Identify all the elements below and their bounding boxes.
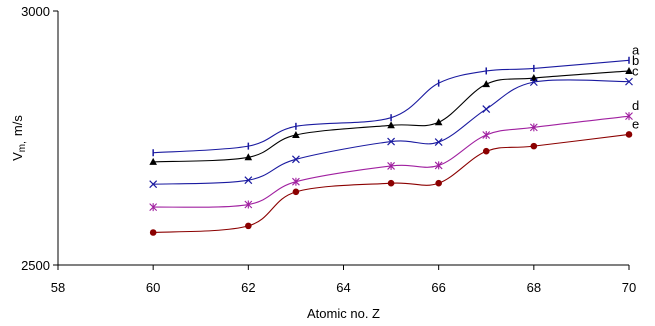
- y-axis-label-unit: m/s: [10, 115, 25, 136]
- series-layer: abc de: [149, 42, 640, 236]
- x-tick-label: 64: [336, 280, 350, 295]
- data-point: [149, 157, 157, 165]
- y-axis-label-main: V: [10, 152, 25, 161]
- data-point: [149, 203, 158, 212]
- data-point: [482, 130, 491, 139]
- series-label: b: [632, 53, 639, 68]
- data-point: [530, 142, 538, 150]
- data-point: [625, 66, 633, 74]
- data-point: [625, 112, 633, 121]
- data-point: [244, 200, 253, 209]
- data-point: [482, 105, 491, 113]
- data-point: [387, 161, 395, 170]
- data-point: [292, 177, 300, 186]
- series-a: a: [152, 42, 640, 157]
- x-tick-label: 68: [527, 280, 541, 295]
- data-point: [529, 123, 538, 132]
- series-label: d: [632, 98, 639, 113]
- axes: [57, 11, 629, 266]
- data-point: [625, 131, 633, 138]
- x-tick-label: 70: [622, 280, 636, 295]
- x-tick-label: 60: [146, 280, 160, 295]
- data-point: [387, 121, 395, 129]
- data-point: [244, 176, 253, 185]
- series-line: [153, 59, 630, 154]
- y-ticks: 2500 3000: [21, 4, 58, 273]
- data-point: [245, 222, 252, 230]
- data-point: [434, 118, 443, 126]
- y-axis-label: Vm, m/s: [10, 115, 28, 161]
- x-tick-label: 66: [431, 280, 445, 295]
- x-axis-label: Atomic no. Z: [307, 306, 380, 321]
- data-point: [482, 147, 490, 155]
- data-point: [387, 137, 396, 146]
- data-point: [244, 153, 253, 161]
- data-point: [435, 179, 442, 187]
- data-point: [149, 180, 158, 189]
- data-point: [434, 161, 443, 170]
- series-e: e: [149, 116, 639, 236]
- data-point: [530, 74, 538, 82]
- data-point: [482, 80, 491, 88]
- y-axis-label-sub: m,: [17, 141, 28, 152]
- x-ticks: 58 60 62 64 66 68 70: [51, 265, 636, 295]
- data-point: [149, 229, 157, 236]
- series-label: c: [632, 64, 639, 79]
- data-point: [529, 78, 538, 87]
- data-point: [291, 155, 300, 164]
- series-label: a: [632, 42, 640, 57]
- data-point: [292, 188, 300, 196]
- data-point: [625, 77, 633, 86]
- y-tick-label: 3000: [21, 4, 50, 19]
- series-c: c: [149, 64, 639, 189]
- series-b: b: [149, 53, 639, 165]
- x-tick-label: 58: [51, 280, 65, 295]
- series-line: [153, 115, 630, 208]
- data-point: [292, 130, 300, 138]
- data-point: [434, 138, 443, 146]
- data-point: [387, 179, 395, 187]
- x-tick-label: 62: [241, 280, 255, 295]
- y-tick-label: 2500: [21, 258, 50, 273]
- series-d: d: [149, 98, 639, 212]
- series-label: e: [632, 116, 639, 131]
